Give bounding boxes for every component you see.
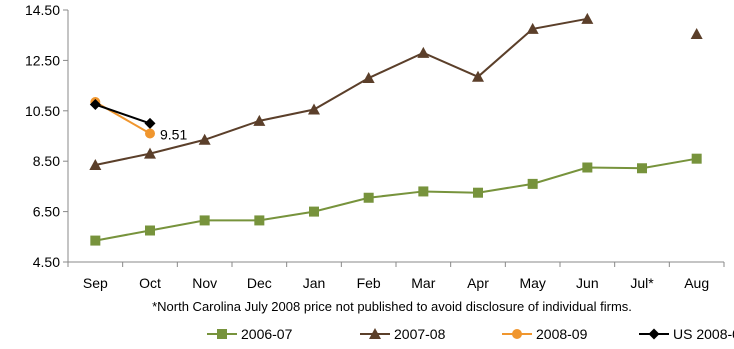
x-tick-label: Apr [467,275,489,291]
data-point [253,114,266,126]
legend-item-2007-08: 2007-08 [360,326,446,342]
data-point [363,192,374,203]
x-tick-label: Oct [139,275,161,291]
legend-label: 2007-08 [394,326,446,342]
x-tick-label: Jul* [630,275,654,291]
data-point [527,178,538,189]
data-point [472,70,484,82]
legend-marker [369,328,381,339]
series-2007-08 [89,12,703,170]
data-point [144,117,156,129]
legend-label: 2008-09 [536,326,588,342]
data-point [581,12,594,24]
y-tick-label: 4.50 [33,254,60,270]
legend-label: US 2008-09 [673,326,734,342]
legend-label: 2006-07 [241,326,293,342]
y-tick-label: 6.50 [33,204,60,220]
data-point [199,215,210,226]
x-axis: Sep Oct Nov Dec Jan Feb Mar Apr May Jun Jul* Aug [67,261,725,291]
legend: 2006-07 2007-08 2008-09 US 2008-09 [207,326,734,342]
data-point [198,133,211,145]
series-area [89,12,703,246]
data-point [691,153,702,164]
data-point [308,103,320,115]
annotations: 9.51 [160,126,187,142]
data-point [90,235,101,246]
legend-marker [217,329,227,339]
x-tick-label: Jan [303,275,326,291]
y-tick-label: 12.50 [25,52,60,68]
x-tick-label: Dec [247,275,272,291]
data-point [309,206,319,217]
x-tick-label: May [519,275,545,291]
data-point [473,187,483,198]
legend-item-2006-07: 2006-07 [207,326,293,342]
legend-marker [648,328,660,340]
x-tick-label: Mar [411,275,435,291]
series-2008-09 [90,96,155,139]
data-point [637,163,647,174]
footnote: *North Carolina July 2008 price not publ… [152,299,632,314]
data-point [690,27,703,39]
y-axis: 4.50 6.50 8.50 10.50 12.50 14.50 [25,2,69,270]
data-point [526,22,539,34]
y-tick-label: 10.50 [25,103,60,119]
series-line-2007-08 [95,17,588,166]
series-line-us-2008-09 [95,103,151,125]
y-tick-label: 14.50 [25,2,60,18]
data-point [144,147,156,159]
data-point [582,162,593,173]
data-point [89,99,101,110]
data-point [362,72,375,84]
data-point [254,215,265,226]
legend-marker [512,329,522,339]
data-label: 9.51 [160,126,187,142]
x-tick-label: Nov [192,275,217,291]
legend-item-2008-09: 2008-09 [502,326,588,342]
x-tick-label: Aug [684,275,709,291]
series-2006-07 [90,153,702,246]
x-tick-label: Feb [357,275,381,291]
series-line-2006-07 [95,157,697,242]
y-tick-label: 8.50 [33,153,60,169]
data-point [145,225,155,236]
data-point [418,186,429,197]
x-tick-label: Jun [576,275,599,291]
legend-item-us-2008-09: US 2008-09 [639,326,734,342]
data-point [89,158,102,170]
data-point [417,46,430,58]
x-tick-label: Sep [83,275,108,291]
series-us-2008-09 [89,99,156,129]
data-point [145,128,155,139]
